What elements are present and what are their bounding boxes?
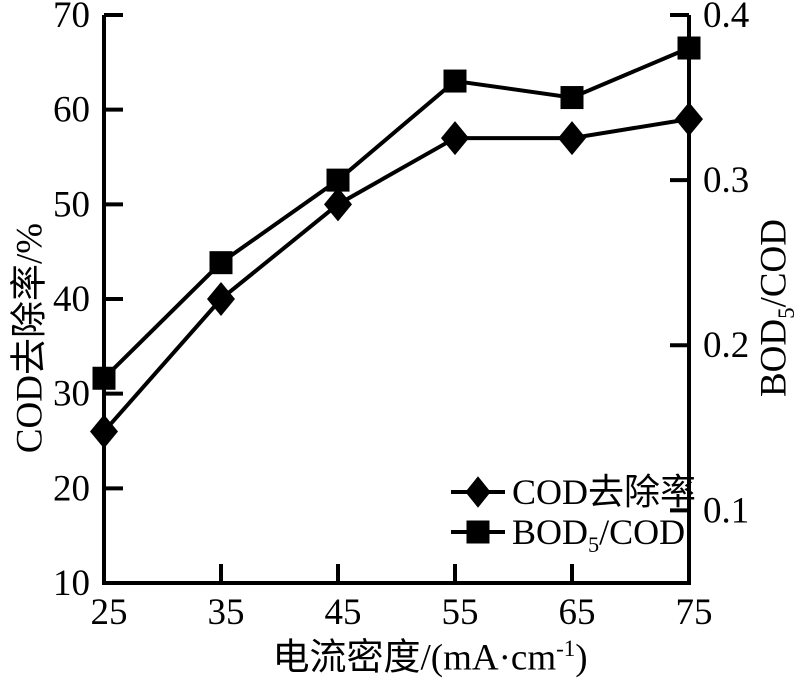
series-line-bod5-cod [102, 46, 690, 380]
left-axis-tick-label: 20 [53, 468, 90, 509]
square-marker-icon [451, 520, 505, 544]
left-axis-title-text: COD去除率/% [9, 222, 51, 454]
right-axis-title-sub: 5 [773, 307, 799, 319]
data-point-diamond [558, 121, 586, 156]
data-point-square [326, 168, 350, 192]
data-point-square [209, 251, 233, 275]
left-axis-title: COD去除率/% [9, 222, 51, 454]
x-axis-tick-label: 55 [442, 592, 479, 633]
data-point-diamond [675, 102, 703, 137]
data-point-diamond [441, 121, 469, 156]
legend-label: COD去除率 [512, 472, 697, 512]
data-point-square [443, 69, 467, 93]
data-point-diamond [90, 414, 118, 449]
legend-item-bod5-cod: BOD5/COD [450, 512, 696, 558]
diamond-marker-icon [451, 476, 505, 508]
right-axis-tick-label: 0.3 [703, 160, 749, 201]
x-axis-title-sup: -1 [556, 636, 576, 662]
series-line-cod-removal [102, 117, 690, 433]
left-axis-tick-label: 30 [53, 374, 90, 415]
x-axis-tick-label: 65 [559, 592, 596, 633]
left-axis-tick-label: 60 [53, 90, 90, 131]
right-axis-title: BOD5/COD [753, 219, 799, 397]
data-point-diamond [324, 187, 352, 222]
left-axis-tick-label: 70 [53, 0, 90, 36]
legend-label: BOD5/COD [512, 512, 686, 558]
data-point-square [677, 36, 701, 60]
x-axis-title-main: 电流密度/(mA·cm [272, 637, 557, 679]
legend-item-cod-removal: COD去除率 [450, 472, 696, 512]
x-axis-tick-label: 75 [676, 592, 713, 633]
x-axis-title-close: ) [575, 637, 588, 679]
x-axis-tick-label: 45 [325, 592, 362, 633]
data-point-square [560, 86, 584, 110]
data-point-diamond [207, 282, 235, 316]
x-axis-tick-label: 35 [208, 592, 245, 633]
legend: COD去除率 BOD5/COD [450, 472, 696, 558]
right-axis-title-close: /COD [753, 219, 795, 308]
right-axis-title-main: BOD [753, 318, 795, 397]
x-axis-title: 电流密度/(mA·cm-1) [272, 637, 588, 679]
left-axis-tick-label: 40 [53, 279, 90, 320]
left-axis-tick-label: 10 [53, 563, 90, 604]
left-axis-tick-label: 50 [53, 184, 90, 225]
data-point-square [92, 366, 116, 390]
right-axis-tick-label: 0.1 [703, 490, 749, 531]
right-axis-tick-label: 0.4 [703, 0, 749, 36]
x-axis-tick-label: 25 [91, 592, 128, 633]
right-axis-tick-label: 0.2 [703, 325, 749, 366]
